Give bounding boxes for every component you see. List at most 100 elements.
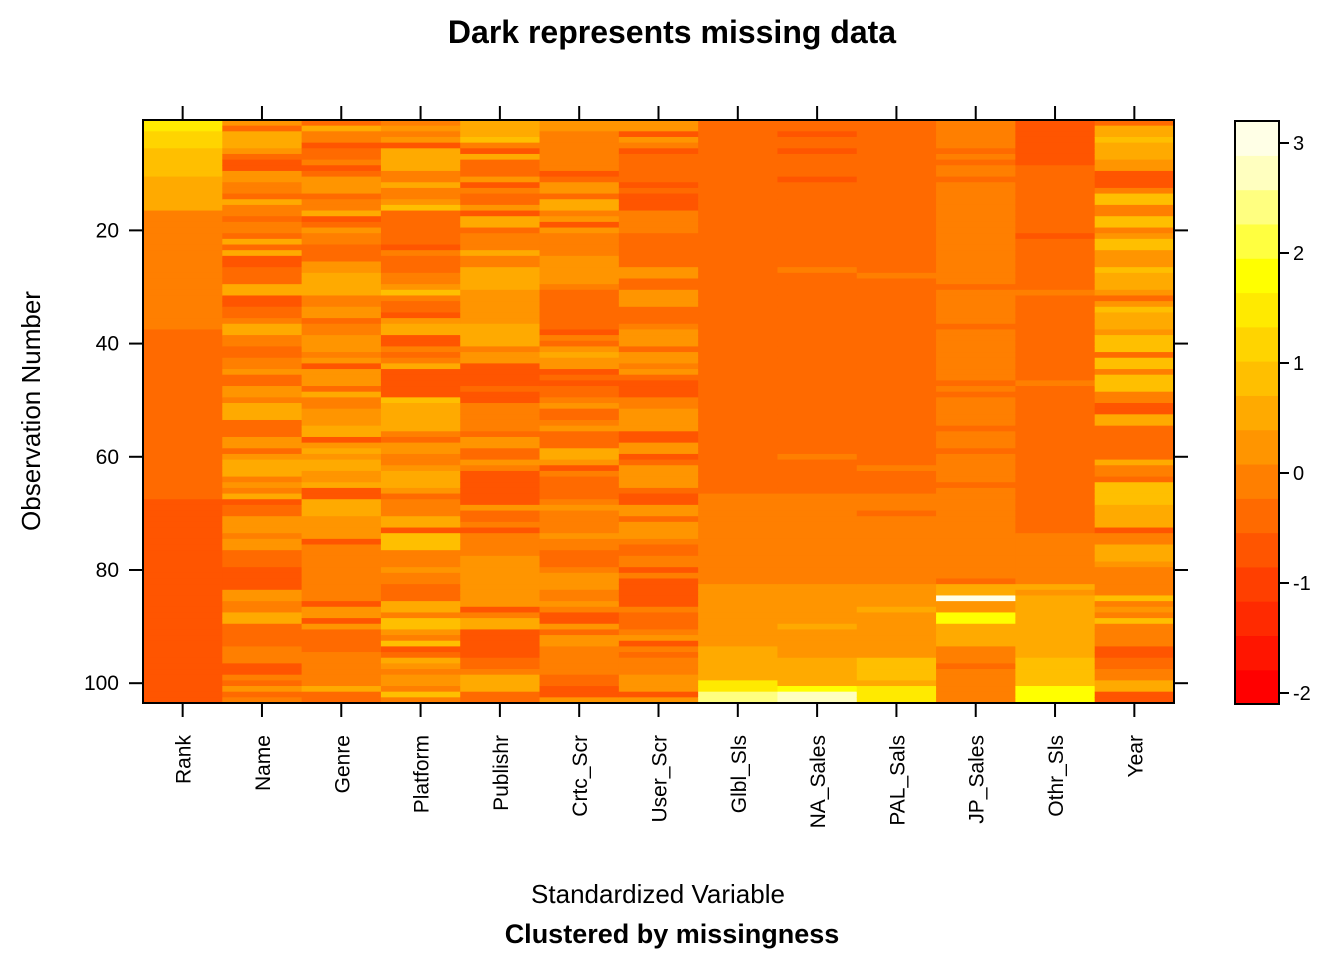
heatmap-cell <box>1015 663 1096 670</box>
heatmap-cell <box>380 606 461 614</box>
heatmap-cell <box>698 629 779 636</box>
heatmap-cell <box>301 301 382 308</box>
heatmap-cell <box>777 589 858 597</box>
heatmap-cell <box>618 199 699 206</box>
heatmap-cell <box>1015 295 1096 302</box>
heatmap-cell <box>301 572 382 580</box>
heatmap-cell <box>1015 516 1096 523</box>
heatmap-cell <box>618 221 699 229</box>
heatmap-cell <box>222 312 303 319</box>
heatmap-cell <box>936 403 1016 410</box>
heatmap-cell <box>143 691 223 698</box>
heatmap-cell <box>222 465 303 472</box>
heatmap-cell <box>460 657 541 664</box>
heatmap-cell <box>301 227 382 234</box>
heatmap-cell <box>143 386 223 393</box>
heatmap-cell <box>856 657 937 664</box>
heatmap-cell <box>460 697 541 704</box>
heatmap-cell <box>618 623 699 631</box>
heatmap-cell <box>1015 187 1096 195</box>
heatmap-cell <box>856 493 937 500</box>
heatmap-cell <box>539 221 620 229</box>
heatmap-cell <box>1094 470 1175 478</box>
colorbar-swatch <box>1235 498 1279 534</box>
heatmap-cell <box>460 403 541 410</box>
heatmap-cell <box>936 318 1016 325</box>
heatmap-cell <box>539 606 620 614</box>
heatmap-cell <box>380 363 461 370</box>
heatmap-cell <box>460 238 541 246</box>
heatmap-cell <box>698 601 779 608</box>
colorbar-frame <box>1234 120 1280 705</box>
heatmap-cell <box>380 176 461 183</box>
heatmap-cell <box>618 533 699 540</box>
heatmap-cell <box>1094 550 1175 557</box>
heatmap-cell <box>1094 153 1175 161</box>
heatmap-cell <box>1094 374 1175 381</box>
y-axis-label: Observation Number <box>16 291 46 531</box>
heatmap-cell <box>301 374 382 381</box>
heatmap-cell <box>222 482 303 489</box>
heatmap-cell <box>1094 267 1175 274</box>
heatmap-cell <box>143 572 223 580</box>
heatmap-cell <box>618 459 699 466</box>
heatmap-cell <box>539 652 620 659</box>
heatmap-cell <box>539 250 620 257</box>
heatmap-cell <box>301 380 382 387</box>
heatmap-cell <box>460 419 541 427</box>
heatmap-cell <box>777 306 858 314</box>
heatmap-cell <box>143 533 223 540</box>
heatmap-cell <box>1094 193 1175 200</box>
heatmap-cell <box>380 238 461 246</box>
heatmap-cell <box>380 142 461 149</box>
heatmap-cell <box>1015 657 1096 664</box>
heatmap-cell <box>1015 453 1096 461</box>
heatmap-cell <box>380 595 461 602</box>
heatmap-cell <box>856 216 937 223</box>
heatmap-cell <box>222 669 303 676</box>
heatmap-cell <box>936 584 1016 591</box>
heatmap-cell <box>698 210 779 217</box>
heatmap-cell <box>1015 125 1096 132</box>
heatmap-cell <box>856 499 937 506</box>
heatmap-cell <box>222 323 303 331</box>
heatmap-cell <box>539 312 620 319</box>
heatmap-cell <box>539 380 620 387</box>
heatmap-cell <box>460 465 541 472</box>
heatmap-cell <box>698 504 779 512</box>
heatmap-cell <box>698 470 779 478</box>
heatmap-cell <box>143 199 223 206</box>
heatmap-cell <box>460 691 541 698</box>
heatmap-cell <box>301 153 382 161</box>
heatmap-cell <box>1094 357 1175 364</box>
heatmap-cell <box>143 289 223 297</box>
heatmap-cell <box>1094 386 1175 393</box>
heatmap-cell <box>1094 425 1175 432</box>
heatmap-cell <box>222 470 303 478</box>
heatmap-cell <box>777 555 858 563</box>
heatmap-cell <box>222 159 303 166</box>
heatmap-cell <box>301 578 382 585</box>
heatmap-cell <box>856 691 937 698</box>
heatmap-cell <box>777 414 858 421</box>
heatmap-cell <box>618 267 699 274</box>
heatmap-cell <box>143 335 223 342</box>
heatmap-cell <box>777 187 858 195</box>
heatmap-cell <box>698 544 779 551</box>
heatmap-cell <box>539 193 620 200</box>
heatmap-cell <box>936 125 1016 132</box>
heatmap-cell <box>856 640 937 647</box>
heatmap-cell <box>618 595 699 602</box>
heatmap-cell <box>618 210 699 217</box>
heatmap-cell <box>380 504 461 512</box>
heatmap-cell <box>222 216 303 223</box>
heatmap-cell <box>1015 176 1096 183</box>
heatmap-cell <box>777 516 858 523</box>
heatmap-cell <box>856 629 937 636</box>
heatmap-cell <box>1015 210 1096 217</box>
heatmap-cell <box>539 533 620 540</box>
heatmap-cell <box>1015 487 1096 495</box>
heatmap-cell <box>1015 403 1096 410</box>
heatmap-cell <box>460 272 541 280</box>
heatmap-cell <box>301 329 382 336</box>
